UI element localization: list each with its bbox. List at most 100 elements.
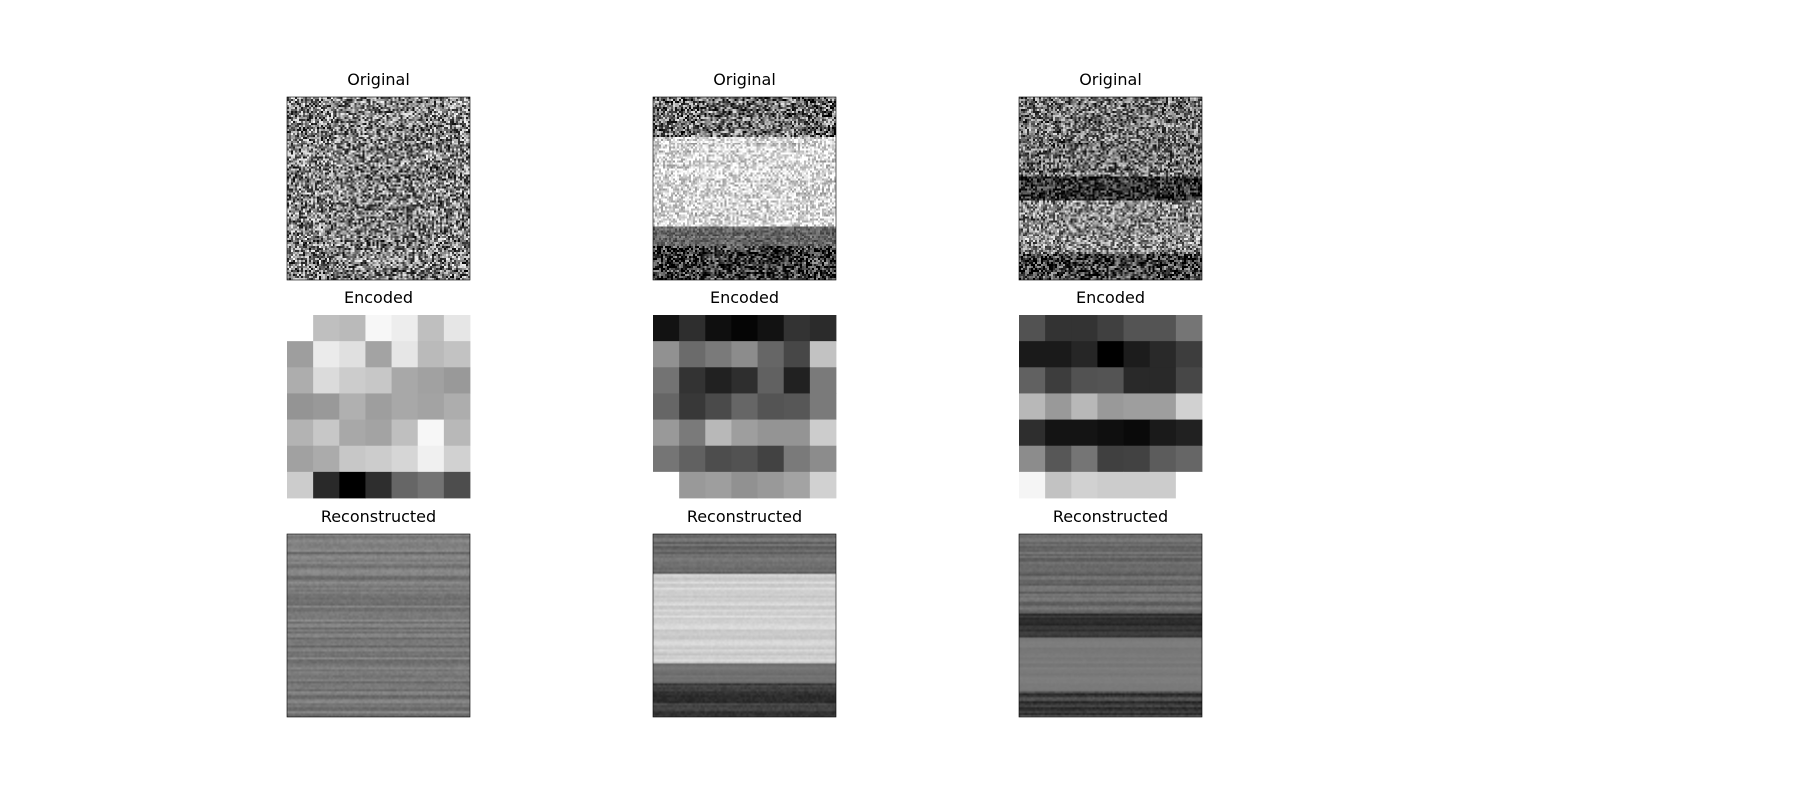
heatmap-cell [705,445,732,473]
heatmap-cell [1045,367,1072,394]
heatmap-cell [339,367,366,394]
heatmap-cell [809,445,837,473]
heatmap-cell [757,393,785,420]
image-border [286,96,471,281]
image-border [286,533,471,718]
heatmap-cell [1045,471,1072,499]
heatmap-cell [783,393,811,420]
panel-original-2: Original [652,70,837,281]
heatmap-cell [679,445,706,473]
heatmap-cell [1019,419,1046,447]
image-border [1018,96,1203,281]
heatmap-cell [443,367,471,394]
panel-original-3: Original [1018,70,1203,281]
heatmap-cell [391,445,419,473]
heatmap-cell [417,367,445,394]
heatmap-cell [653,367,680,394]
heatmap-cell [1019,315,1046,342]
heatmap-cell [1019,341,1046,368]
heatmap-cell [313,471,340,499]
image-border [652,533,837,718]
heatmap-cell [783,419,811,447]
heatmap-cell [653,393,680,420]
heatmap-cell [705,341,732,368]
heatmap-cell [1071,393,1098,420]
heatmap-cell [391,367,419,394]
heatmap-cell [809,367,837,394]
heatmap-cell [1123,419,1151,447]
heatmap-cell [1071,341,1098,368]
heatmap-cell [287,367,314,394]
panel-encoded-2: Encoded [653,288,837,499]
heatmap-cell [731,471,758,499]
heatmap-cell [1123,341,1151,368]
heatmap-cell [809,471,837,499]
heatmap-cell [1071,471,1098,499]
heatmap-cell [287,445,314,473]
heatmap-cell [1019,471,1046,499]
heatmap-cell [365,393,392,420]
heatmap-cell [1123,367,1151,394]
heatmap-cell [287,419,314,447]
heatmap-cell [313,315,340,342]
heatmap-cell [679,471,706,499]
panel-encoded-1: Encoded [287,288,471,499]
panel-title: Encoded [344,288,413,307]
heatmap-cell [443,341,471,368]
heatmap-cell [417,315,445,342]
heatmap-cell [443,393,471,420]
reconstructed-image [1019,534,1202,717]
heatmap-cell [417,419,445,447]
heatmap-cell [339,445,366,473]
heatmap-cell [653,471,680,499]
panel-title: Reconstructed [1053,507,1168,526]
heatmap-cell [1019,445,1046,473]
heatmap-cell [339,471,366,499]
heatmap-cell [809,315,837,342]
heatmap-cell [443,471,471,499]
panel-title: Reconstructed [321,507,436,526]
heatmap-cell [287,393,314,420]
heatmap-cell [1123,315,1151,342]
heatmap-cell [1071,419,1098,447]
heatmap-cell [809,341,837,368]
heatmap-cell [365,341,392,368]
heatmap-cell [391,393,419,420]
heatmap-cell [365,367,392,394]
heatmap-cell [653,419,680,447]
heatmap-cell [757,445,785,473]
heatmap-cell [1175,393,1203,420]
heatmap-cell [287,315,314,342]
heatmap-cell [365,471,392,499]
heatmap-cell [391,315,419,342]
heatmap-cell [1071,445,1098,473]
heatmap-cell [1071,367,1098,394]
heatmap-cell [705,471,732,499]
heatmap-cell [313,367,340,394]
heatmap-cell [443,445,471,473]
heatmap-cell [1019,367,1046,394]
heatmap-cell [443,419,471,447]
panel-reconstructed-1: Reconstructed [286,507,471,718]
heatmap-cell [1175,471,1203,499]
heatmap-cell [339,419,366,447]
heatmap-cell [1175,315,1203,342]
heatmap-cell [783,445,811,473]
reconstructed-image [287,534,470,717]
heatmap-cell [417,445,445,473]
heatmap-cell [1149,393,1177,420]
heatmap-cell [339,393,366,420]
heatmap-cell [417,471,445,499]
heatmap-cell [1019,393,1046,420]
heatmap-cell [653,445,680,473]
heatmap-cell [1045,341,1072,368]
heatmap-cell [1097,315,1124,342]
heatmap-cell [705,419,732,447]
heatmap-cell [1097,367,1124,394]
original-image [1019,97,1202,280]
heatmap-cell [1045,393,1072,420]
heatmap-cell [1149,315,1177,342]
heatmap-cell [287,341,314,368]
heatmap-cell [365,315,392,342]
heatmap-cell [313,341,340,368]
